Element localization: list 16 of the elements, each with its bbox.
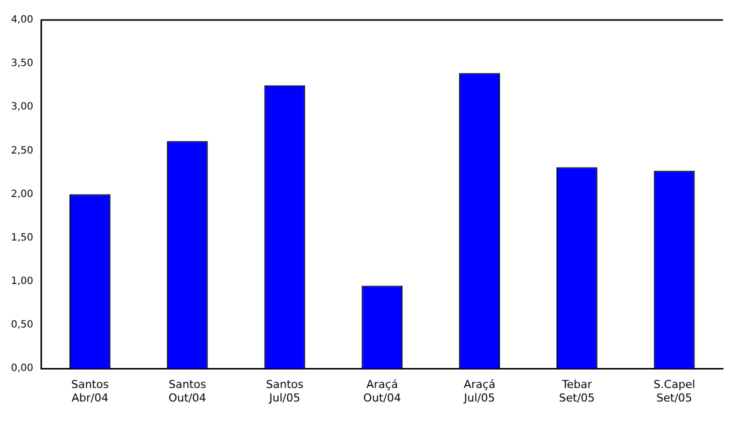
x-tick-label: Santos Jul/05 [266,378,304,404]
y-tick-label: 0,00 [11,363,34,374]
x-tick-label: Santos Abr/04 [71,378,109,404]
x-tick-label: Tebar Set/05 [559,378,595,404]
y-tick-label: 3,50 [11,58,34,70]
y-tick-label: 2,50 [11,145,34,156]
y-tick-label: 1,50 [11,232,34,244]
x-tick-label: Araçá Jul/05 [463,378,496,404]
x-tick-label: Araçá Out/04 [363,378,401,404]
x-tick-label: Santos Out/04 [168,378,206,404]
y-tick-label: 2,00 [11,188,34,200]
y-tick-label: 4,00 [11,14,34,26]
x-tick-label: S.Capel Set/05 [653,378,696,404]
y-tick-label: 1,00 [11,276,34,288]
y-tick-label: 0,50 [11,320,34,331]
y-tick-label: 3,00 [11,102,34,113]
